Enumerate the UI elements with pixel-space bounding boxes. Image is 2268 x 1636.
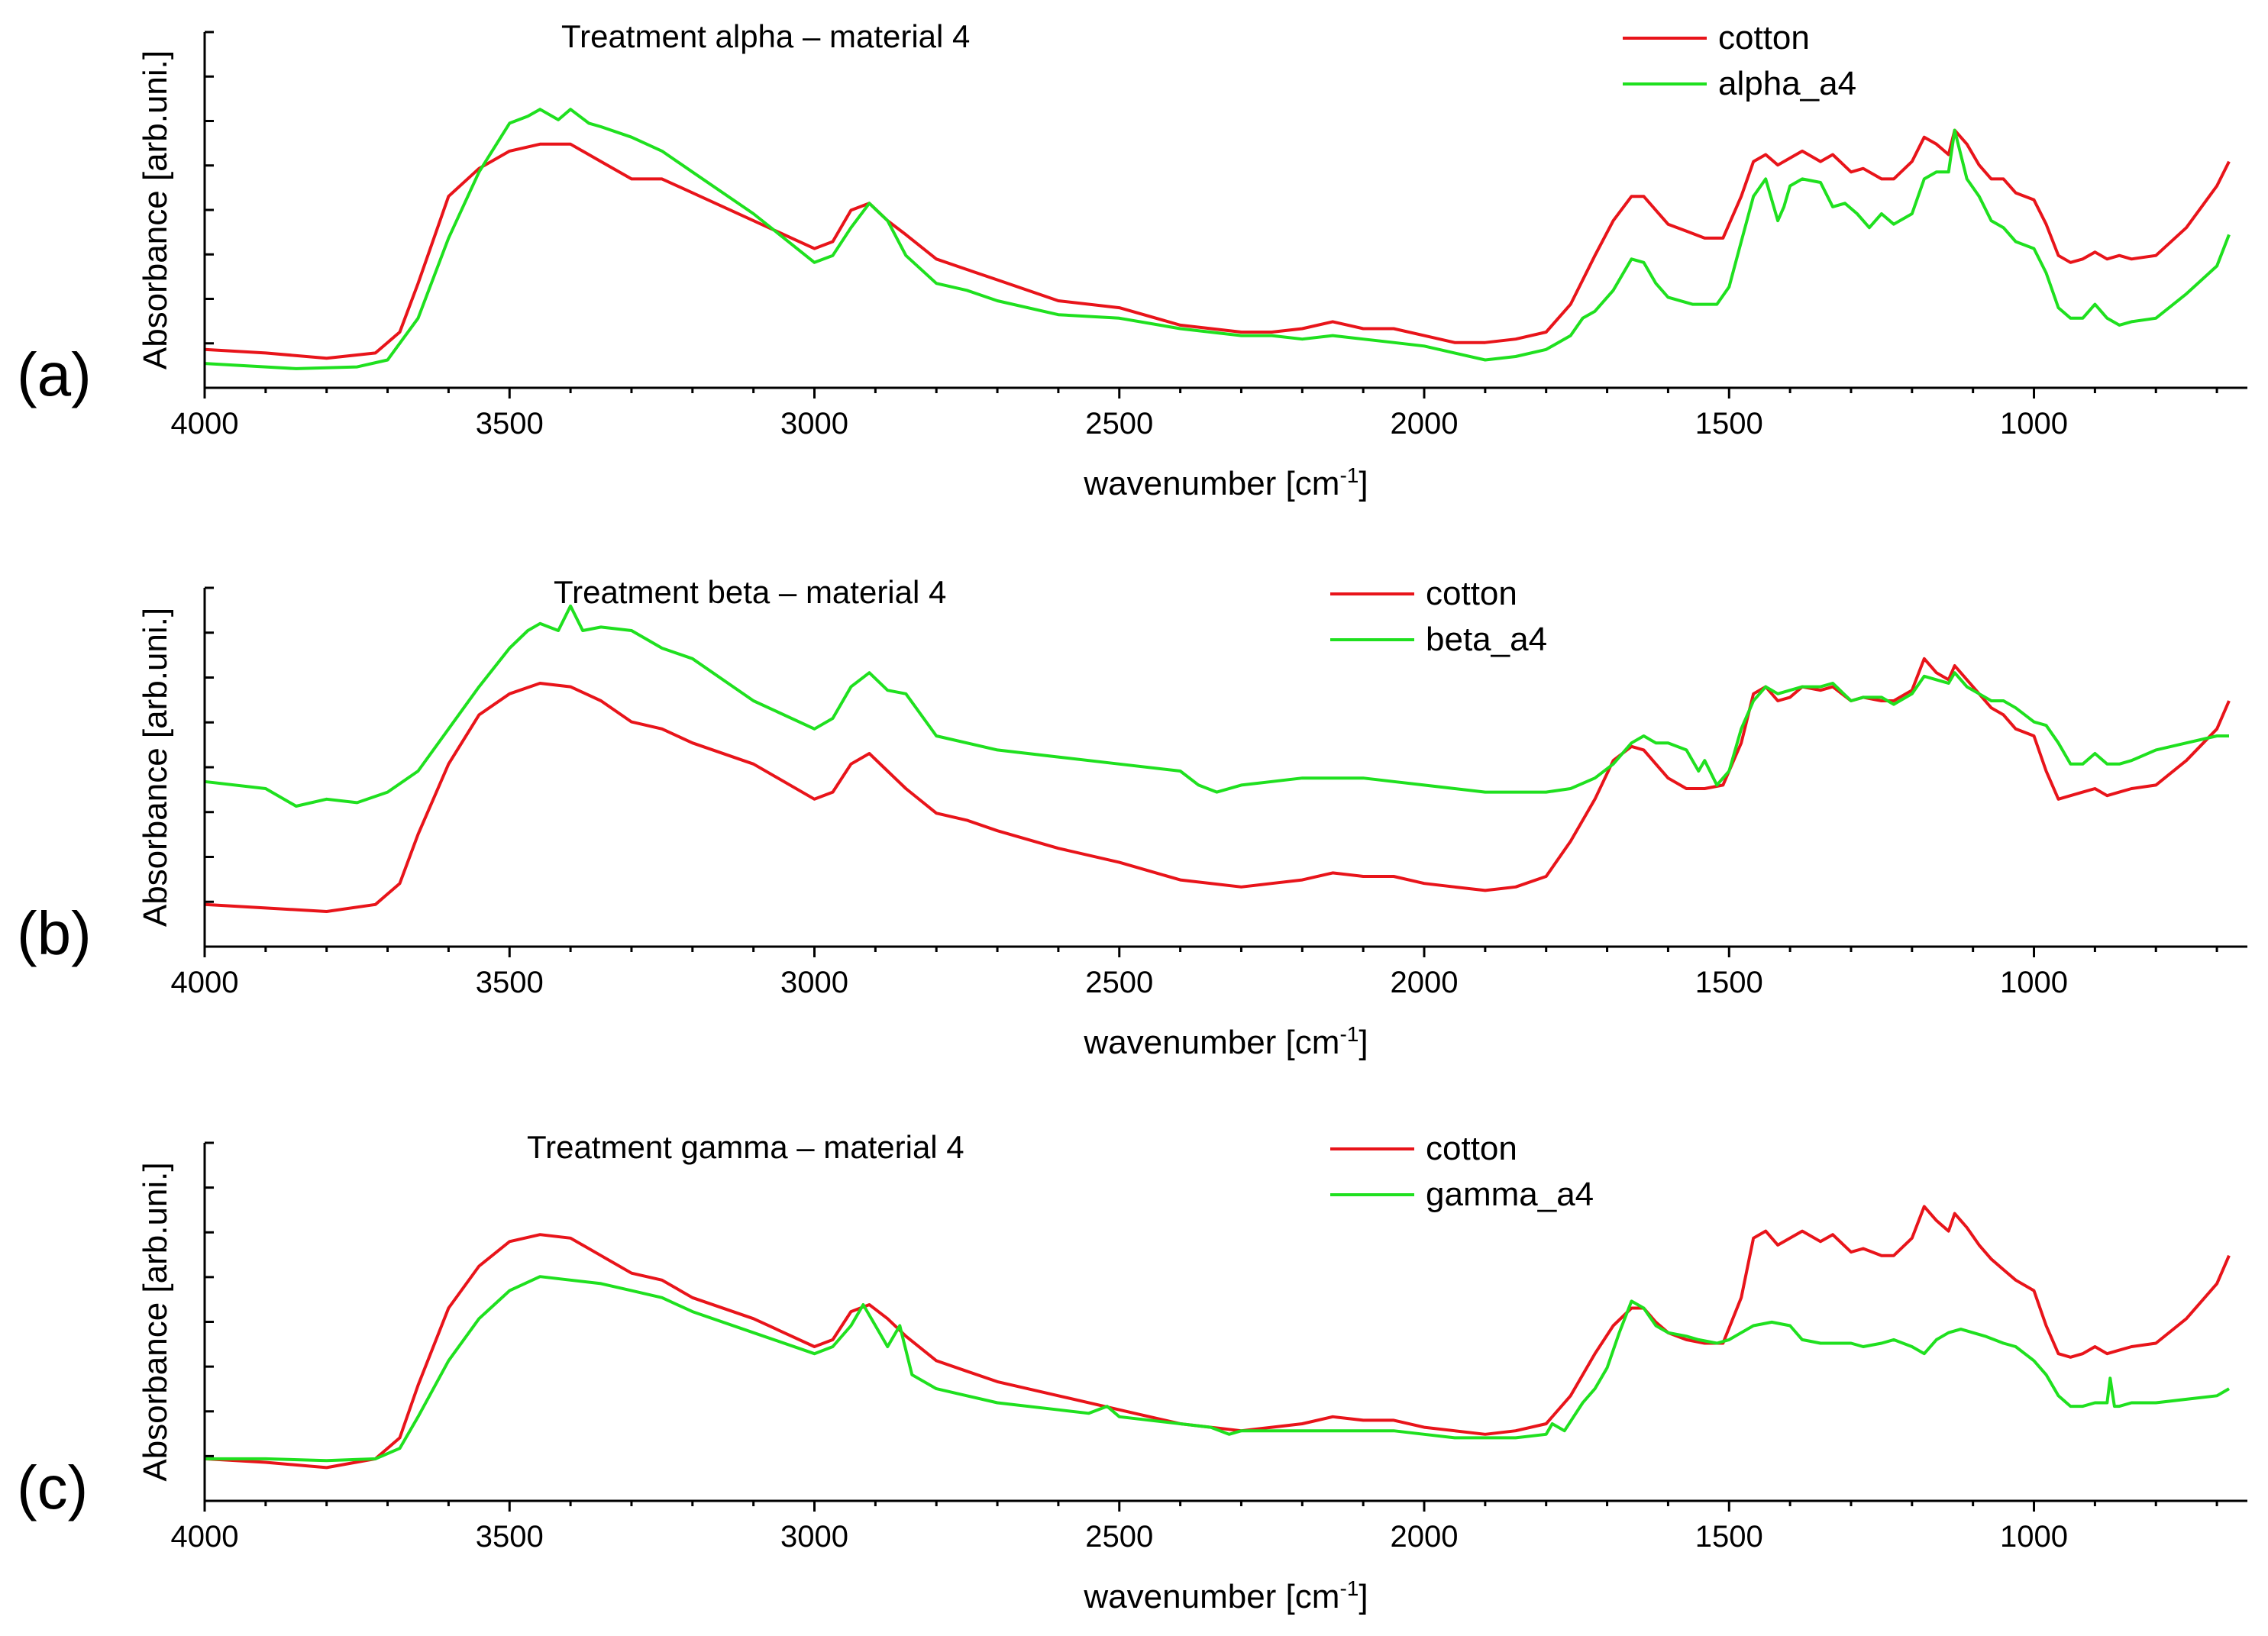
x-tick-label: 2500 xyxy=(1085,1520,1153,1554)
x-axis-title: wavenumber [cm-1] xyxy=(1083,1022,1368,1061)
panel-label: (a) xyxy=(17,340,92,408)
x-axis-title: wavenumber [cm-1] xyxy=(1083,1576,1368,1615)
x-tick-label: 3500 xyxy=(476,966,544,999)
plot-title: Treatment beta – material 4 xyxy=(554,574,946,610)
x-tick-label: 2500 xyxy=(1085,966,1153,999)
x-tick-label: 1500 xyxy=(1695,1520,1763,1554)
legend-label-cotton: cotton xyxy=(1426,575,1517,612)
x-axis-title: wavenumber [cm-1] xyxy=(1083,463,1368,502)
x-tick-label: 3500 xyxy=(476,1520,544,1554)
x-tick-label: 2000 xyxy=(1391,407,1459,440)
y-axis-title: Absorbance [arb.uni.] xyxy=(137,608,174,927)
series-line-gamma-a4 xyxy=(205,1275,2231,1463)
x-tick-label: 3500 xyxy=(476,407,544,440)
panel-label: (b) xyxy=(17,899,92,967)
y-axis-title: Absorbance [arb.uni.] xyxy=(137,50,174,369)
x-tick-label: 1000 xyxy=(2000,407,2068,440)
x-tick-label: 3000 xyxy=(780,407,848,440)
legend-label-cotton: cotton xyxy=(1718,19,1810,56)
x-tick-label: 2000 xyxy=(1391,966,1459,999)
x-tick-label: 1500 xyxy=(1695,407,1763,440)
x-tick-label: 4000 xyxy=(171,407,239,440)
chart-panel-2: 4000 3500 3000 2500 2000 1500 1000 wavenumber [… xyxy=(17,574,2247,1061)
x-tick-label: 1500 xyxy=(1695,966,1763,999)
series-line-beta-a4 xyxy=(204,604,2229,808)
x-tick-label: 2000 xyxy=(1391,1520,1459,1554)
y-axis-title: Absorbance [arb.uni.] xyxy=(137,1162,174,1481)
x-tick-label: 2500 xyxy=(1085,407,1153,440)
plot-title: Treatment gamma – material 4 xyxy=(527,1129,964,1165)
x-tick-label: 3000 xyxy=(780,966,848,999)
x-tick-label: 4000 xyxy=(171,1520,239,1554)
x-tick-label: 1000 xyxy=(2000,966,2068,999)
x-tick-label: 3000 xyxy=(780,1520,848,1554)
series-line-cotton xyxy=(204,1205,2231,1470)
panel-label: (c) xyxy=(17,1454,88,1521)
plot-title: Treatment alpha – material 4 xyxy=(561,18,970,54)
series-line-alpha-a4 xyxy=(204,108,2231,370)
chart-panel-1: 4000 3500 3000 2500 2000 1500 1000 wavenumber [… xyxy=(17,18,2247,502)
x-tick-label: 4000 xyxy=(171,966,239,999)
chart-panel-3: 4000 3500 3000 2500 2000 1500 1000 wavenumber [… xyxy=(17,1129,2247,1615)
legend-label-alpha-a4: alpha_a4 xyxy=(1718,65,1856,102)
series-line-cotton xyxy=(204,657,2231,913)
x-tick-label: 1000 xyxy=(2000,1520,2068,1554)
series-line-cotton xyxy=(204,128,2231,360)
legend-label-gamma-a4: gamma_a4 xyxy=(1426,1176,1594,1213)
legend-label-beta-a4: beta_a4 xyxy=(1426,621,1547,658)
legend-label-cotton: cotton xyxy=(1426,1130,1517,1167)
